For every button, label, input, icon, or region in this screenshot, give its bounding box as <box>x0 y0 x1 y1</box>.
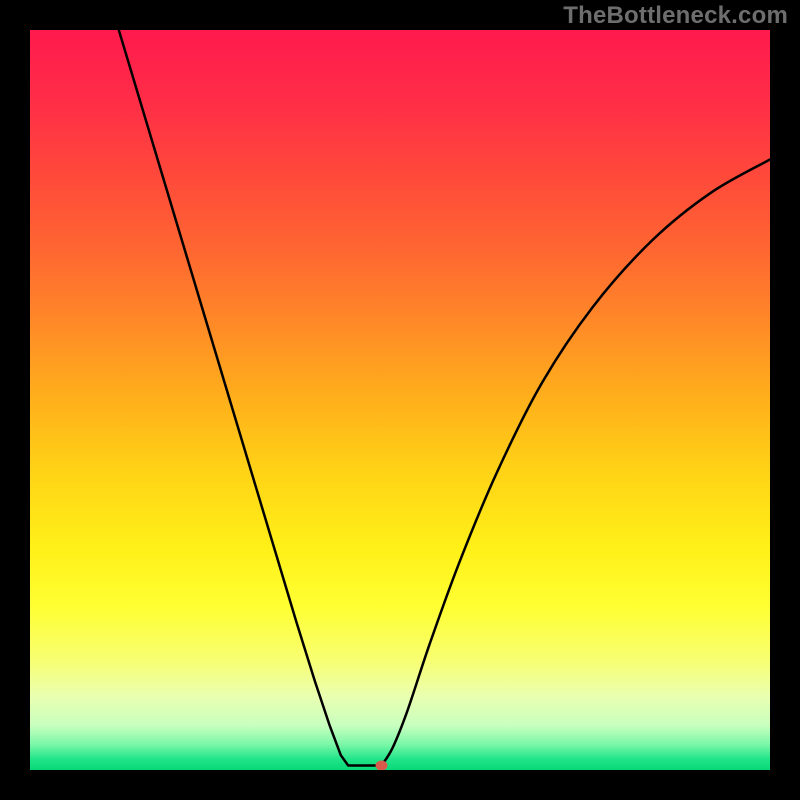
gradient-background <box>30 30 770 770</box>
attribution-label: TheBottleneck.com <box>563 2 788 30</box>
plot-area <box>30 30 770 770</box>
chart-frame: TheBottleneck.com <box>0 0 800 800</box>
bottleneck-curve-plot <box>30 30 770 770</box>
